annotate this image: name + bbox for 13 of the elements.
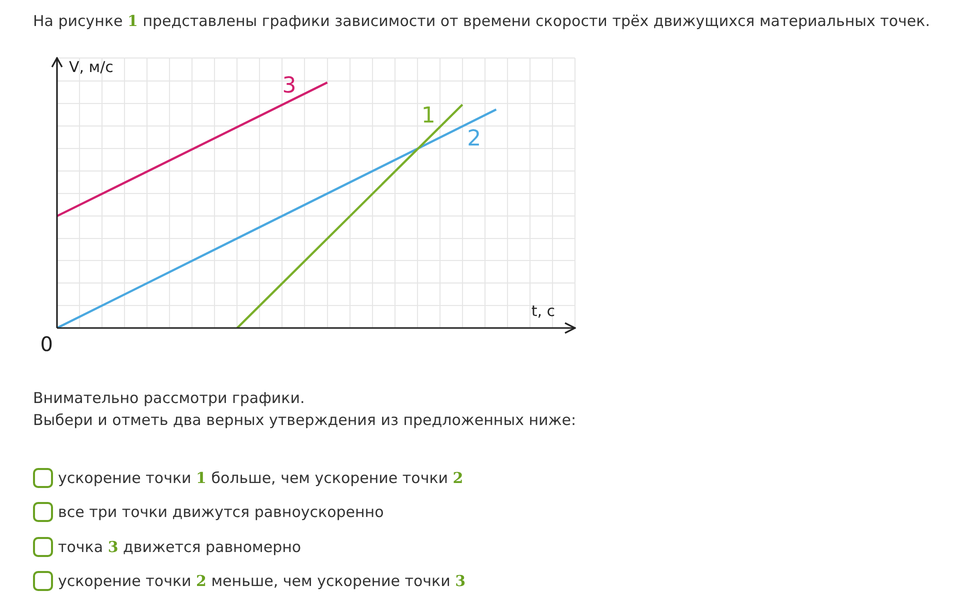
x-axis-title: t, с xyxy=(531,302,555,320)
text: Внимательно рассмотри графики. xyxy=(33,389,305,407)
text: ускорение точки 1 больше, чем ускорение точки 2 xyxy=(58,469,464,487)
series-label: 2 xyxy=(467,126,482,152)
text: точка 3 движется равномерно xyxy=(58,538,302,556)
series-label: 3 xyxy=(282,73,296,98)
chart-title: На рисунке 1 представлены графики зависимости от времени скорости трёх движущихся материальных точек. xyxy=(33,12,930,30)
y-axis-title: V, м/с xyxy=(69,58,114,76)
text: Выбери и отметь два верных утверждения из предложенных ниже: xyxy=(33,411,576,429)
text: 0 xyxy=(40,332,53,356)
text: ускорение точки 2 меньше, чем ускорение точки 3 xyxy=(58,572,466,590)
text: все три точки движутся равноускоренно xyxy=(58,503,384,522)
series-label: 1 xyxy=(421,103,436,128)
